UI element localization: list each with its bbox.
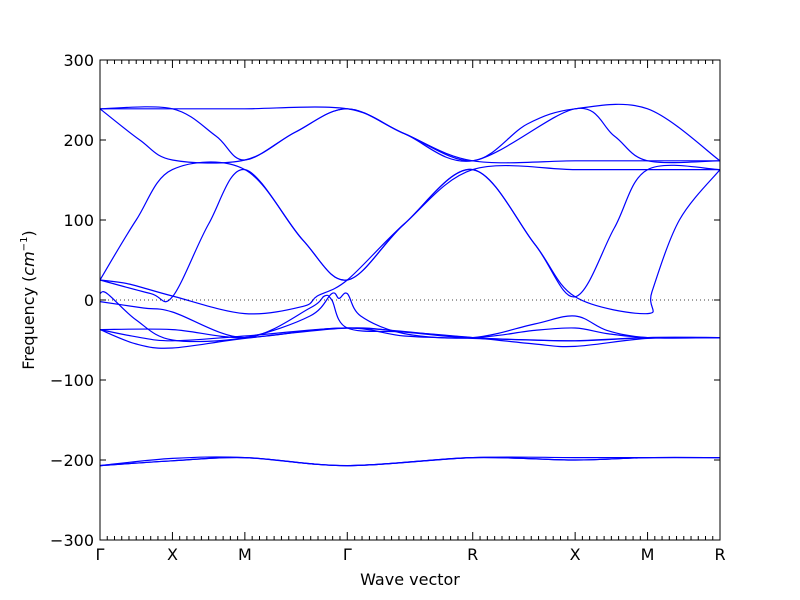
band-line-14 <box>99 456 721 467</box>
y-axis-ticks: −300 −200 −100 0 100 200 300 <box>50 51 720 550</box>
band-line-11 <box>99 327 721 342</box>
y-tick-label: −200 <box>50 451 94 470</box>
x-tick-label: M <box>238 545 252 564</box>
y-axis-label-unit: cm <box>19 251 38 275</box>
y-axis-label-text: Frequency <box>19 287 38 370</box>
y-tick-label: 100 <box>63 211 94 230</box>
plot-bands <box>99 103 721 467</box>
y-axis-label: Frequency (cm−1) <box>19 230 38 369</box>
y-tick-label: 0 <box>84 291 94 310</box>
x-tick-label: M <box>641 545 655 564</box>
x-tick-label: X <box>570 545 581 564</box>
x-axis-label: Wave vector <box>360 570 460 589</box>
x-tick-label: R <box>467 545 478 564</box>
band-line-5 <box>99 164 721 303</box>
y-tick-label: −100 <box>50 371 94 390</box>
band-line-1 <box>99 103 721 162</box>
band-line-6 <box>99 168 721 315</box>
x-tick-label: Γ <box>343 545 352 564</box>
x-tick-label: X <box>167 545 178 564</box>
band-line-4 <box>99 161 720 281</box>
x-tick-label: R <box>714 545 725 564</box>
y-tick-label: 300 <box>63 51 94 70</box>
band-line-7 <box>99 291 721 343</box>
x-tick-label: Γ <box>96 545 105 564</box>
y-tick-label: −300 <box>50 531 94 550</box>
band-line-3 <box>99 106 721 164</box>
y-tick-label: 200 <box>63 131 94 150</box>
y-axis-label-unit-exp: −1 <box>19 237 30 252</box>
